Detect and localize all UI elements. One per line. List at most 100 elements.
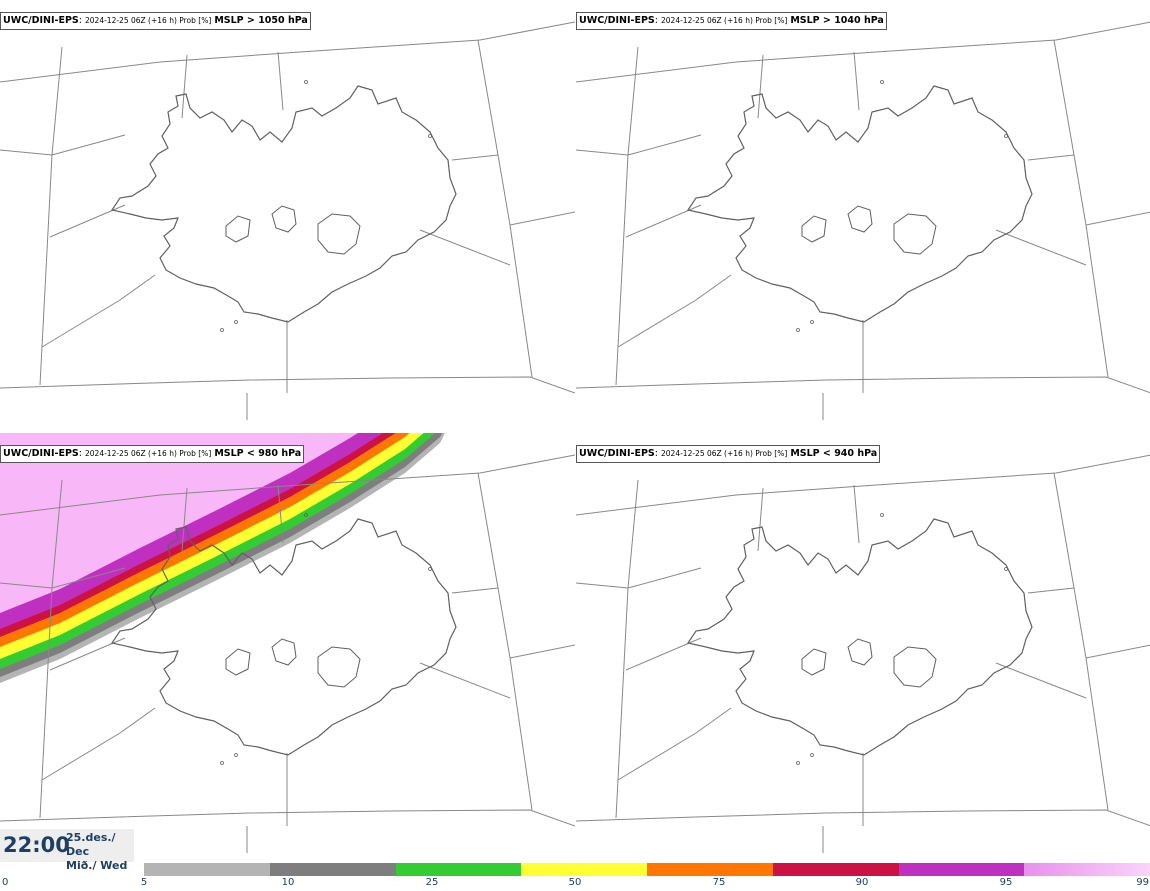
glacier-outline xyxy=(317,646,361,688)
colorbar-tick-label: 50 xyxy=(568,877,582,888)
island xyxy=(1004,134,1008,138)
panel-run: 2024-12-25 06Z (+16 h) Prob [%] xyxy=(85,449,212,458)
panel-run: 2024-12-25 06Z (+16 h) Prob [%] xyxy=(661,16,788,25)
valid-time-box: 22:00 25.des./ Dec Mið./ Wed xyxy=(0,829,134,872)
colorbar-tick-label: 0 xyxy=(2,877,9,888)
graticule-line xyxy=(576,567,702,589)
graticule-line xyxy=(576,21,1150,83)
island xyxy=(810,753,814,757)
colorbar-segment xyxy=(772,863,899,876)
colorbar-tick-label: 95 xyxy=(999,877,1013,888)
island xyxy=(880,80,884,84)
island xyxy=(810,320,814,324)
panel-threshold: MSLP < 980 hPa xyxy=(214,448,302,459)
panel-source: UWC/DINI-EPS xyxy=(3,15,79,26)
graticule-line xyxy=(995,229,1087,266)
map-panel-mslp-lt-940: UWC/DINI-EPS: 2024-12-25 06Z (+16 h) Pro… xyxy=(576,433,1150,853)
map-panel-mslp-lt-980: UWC/DINI-EPS: 2024-12-25 06Z (+16 h) Pro… xyxy=(0,433,575,853)
graticule-line xyxy=(757,487,764,552)
panel-threshold: MSLP < 940 hPa xyxy=(790,448,878,459)
panel-source: UWC/DINI-EPS xyxy=(579,15,655,26)
graticule-line xyxy=(181,54,188,119)
colorbar-segment xyxy=(898,863,1025,876)
graticule-line xyxy=(509,644,575,659)
colorbar-tick-label: 90 xyxy=(855,877,869,888)
island xyxy=(796,328,800,332)
graticule-line xyxy=(853,484,860,544)
graticule-line xyxy=(0,21,575,83)
colorbar-tick-label: 10 xyxy=(281,877,295,888)
map-panel-mslp-gt-1040: UWC/DINI-EPS: 2024-12-25 06Z (+16 h) Pro… xyxy=(576,0,1150,420)
colorbar-tick-label: 99 xyxy=(1136,877,1149,888)
graticule-line xyxy=(277,51,284,111)
valid-date: 25.des./ Dec Mið./ Wed xyxy=(66,831,134,873)
coastline xyxy=(111,518,457,756)
graticule-line xyxy=(853,51,860,111)
map-canvas xyxy=(576,21,1150,420)
glacier-outline xyxy=(893,646,937,688)
graticule-line xyxy=(41,274,156,348)
coastline xyxy=(111,85,457,323)
graticule-line xyxy=(0,809,575,827)
glacier-outline xyxy=(801,648,827,676)
graticule-line xyxy=(509,211,575,226)
graticule-line xyxy=(39,46,63,386)
graticule-line xyxy=(451,154,499,161)
graticule-line xyxy=(0,454,575,516)
colorbar-tick-label: 75 xyxy=(712,877,726,888)
graticule-line xyxy=(181,487,188,552)
graticule-line xyxy=(419,662,511,699)
panel-title: UWC/DINI-EPS: 2024-12-25 06Z (+16 h) Pro… xyxy=(0,445,305,463)
graticule-line xyxy=(576,454,1150,516)
panel-title: UWC/DINI-EPS: 2024-12-25 06Z (+16 h) Pro… xyxy=(0,12,311,30)
graticule-line xyxy=(1027,587,1075,594)
graticule-line xyxy=(995,662,1087,699)
map-canvas xyxy=(576,454,1150,853)
graticule-line xyxy=(615,479,639,819)
graticule-line xyxy=(0,134,126,156)
graticule-line xyxy=(757,54,764,119)
probability-colorbar xyxy=(144,863,1150,876)
valid-date-line: 25.des./ Dec xyxy=(66,831,116,858)
colorbar-tick-label: 5 xyxy=(140,877,148,888)
graticule-line xyxy=(451,587,499,594)
glacier-outline xyxy=(847,205,873,233)
glacier-outline xyxy=(893,213,937,255)
colorbar-segment xyxy=(395,863,522,876)
panel-run: 2024-12-25 06Z (+16 h) Prob [%] xyxy=(85,16,212,25)
glacier-outline xyxy=(317,213,361,255)
graticule-line xyxy=(617,274,732,348)
island xyxy=(1004,567,1008,571)
panel-title: UWC/DINI-EPS: 2024-12-25 06Z (+16 h) Pro… xyxy=(576,445,881,463)
valid-time: 22:00 xyxy=(3,833,70,857)
graticule-line xyxy=(1053,472,1109,811)
glacier-outline xyxy=(847,638,873,666)
island xyxy=(234,320,238,324)
island xyxy=(234,753,238,757)
colorbar-segment xyxy=(647,863,774,876)
graticule-line xyxy=(0,376,575,394)
island xyxy=(428,134,432,138)
colorbar-tick-label: 25 xyxy=(425,877,439,888)
panel-run: 2024-12-25 06Z (+16 h) Prob [%] xyxy=(661,449,788,458)
island xyxy=(304,80,308,84)
colorbar-segment xyxy=(144,863,271,876)
graticule-line xyxy=(477,472,533,811)
colorbar-segment xyxy=(269,863,396,876)
graticule-line xyxy=(1085,211,1150,226)
map-panel-mslp-gt-1050: UWC/DINI-EPS: 2024-12-25 06Z (+16 h) Pro… xyxy=(0,0,575,420)
panel-source: UWC/DINI-EPS xyxy=(579,448,655,459)
island xyxy=(220,761,224,765)
graticule-line xyxy=(576,376,1150,394)
island xyxy=(796,761,800,765)
graticule-line xyxy=(1027,154,1075,161)
colorbar-segment xyxy=(1024,863,1150,876)
panel-source: UWC/DINI-EPS xyxy=(3,448,79,459)
graticule-line xyxy=(576,809,1150,827)
graticule-line xyxy=(1085,644,1150,659)
prob-band-99 xyxy=(0,433,358,613)
island xyxy=(428,567,432,571)
glacier-outline xyxy=(271,638,297,666)
graticule-line xyxy=(1053,39,1109,378)
map-canvas xyxy=(0,21,575,420)
